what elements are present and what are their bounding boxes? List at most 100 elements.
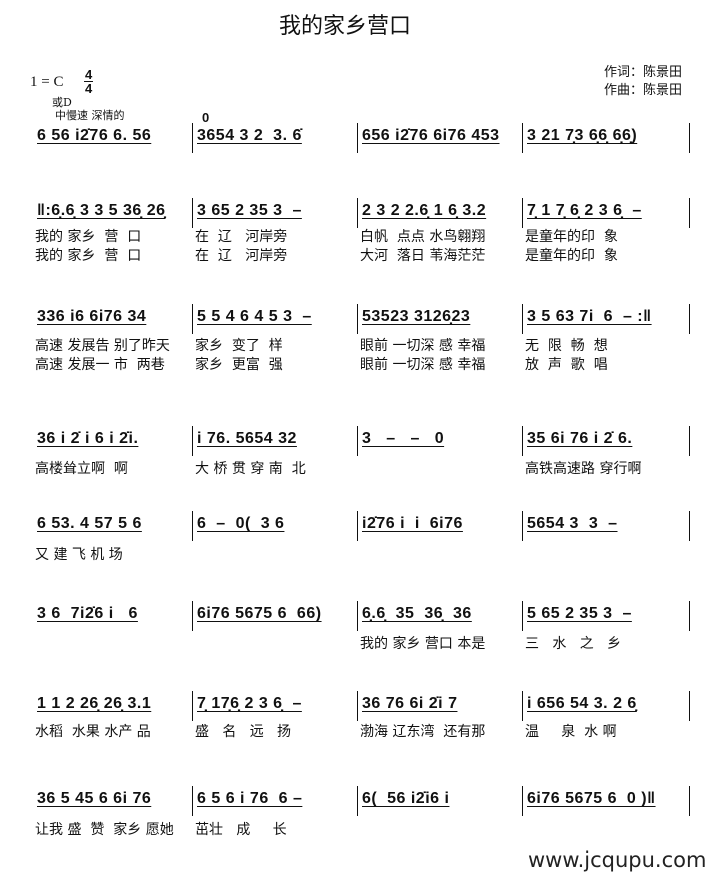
bar-line [689,691,690,721]
measure: ‖:6̣.6̣ 3 3 5 36̣ 26̣ 我的 家乡 营 口我的 家乡 营 口 [33,198,193,264]
lyricist: 作词：陈景田 [604,65,683,80]
bar-line [357,198,358,228]
measure-notes: 656 i2̇76 6i76 453 [362,127,500,144]
bar-line [522,426,523,456]
bar-line [522,691,523,721]
lyric-line: 在 辽 河岸旁 [195,229,288,245]
staff-system: 6 53. 4 57 5 6 又 建 飞 机 场 6 – 0( 3 6 i2̇76 i… [33,511,693,563]
credits: 作词：陈景田 作曲：陈景田 [604,64,682,100]
measure: 5 65 2 35 3 – 三 水 之 乡 [523,601,690,652]
lyric-line: 高速 发展告 别了昨天 [35,338,170,354]
lyric-line: 眼前 一切深 感 幸福 [360,338,486,354]
lyric-line: 让我 盛 赞 家乡 愿她 [35,822,174,838]
bar-line [192,786,193,816]
lyric-line: 眼前 一切深 感 幸福 [360,357,486,373]
measure-notes: 7̣ 1 7̣ 6̣ 2 3 6̣ – [527,202,642,219]
bar-line [689,426,690,456]
measure-notes: 7̣ 17̣6̣ 2 3 6̣ – [197,695,302,712]
time-signature: 4 4 [84,68,94,96]
measure-notes: 53523 3126̣23 [362,308,471,325]
measure: 6 56 i2̇76 6. 56 [33,123,193,153]
measure: i2̇76 i i 6i76 [358,511,523,541]
key-signature: 1 = C [30,74,64,90]
measure: 3 65 2 35 3 – 在 辽 河岸旁在 辽 河岸旁 [193,198,358,264]
lyric-line: 又 建 飞 机 场 [35,547,123,563]
bar-line [522,511,523,541]
bar-line [357,304,358,334]
bar-line [192,601,193,631]
measure: 7̣ 1 7̣ 6̣ 2 3 6̣ – 是童年的印 象是童年的印 象 [523,198,690,264]
measure: 36 5 45 6 6i 76 让我 盛 赞 家乡 愿她 [33,786,193,838]
staff-system: ‖:6̣.6̣ 3 3 5 36̣ 26̣ 我的 家乡 营 口我的 家乡 营 口 3… [33,198,693,264]
measure-notes: i 76. 5654 32 [197,430,297,447]
time-signature-bottom: 4 [85,81,93,96]
measure-notes: 6̣.6̣ 35 36̣ 36 [362,605,472,622]
measure: 1 1 2 26̣ 26̣ 3.1 水稻 水果 水产 品 [33,691,193,740]
lyric-line: 渤海 辽东湾 还有那 [360,724,486,740]
measure-notes: ‖:6̣.6̣ 3 3 5 36̣ 26̣ [37,202,166,219]
bar-line [192,511,193,541]
bar-line [357,511,358,541]
bar-line [522,786,523,816]
bar-line [192,426,193,456]
lyric-line: 茁壮 成 长 [195,822,287,838]
bar-line [522,601,523,631]
staff-system: 336 i6 6i76 34 高速 发展告 别了昨天 高速 发展一 市 两巷 5 5 … [33,304,693,373]
measure: i 656 54 3. 2 6̣ 温 泉 水 啊 [523,691,690,740]
measure-notes: 336 i6 6i76 34 [37,308,147,325]
measure-notes: 6i76 5675 6 0 )‖ [527,790,656,807]
bar-line [192,123,193,153]
measure-notes: 3 – – 0 [362,430,445,447]
lyric-line: 我的 家乡 营 口 [35,248,142,264]
measure-notes: 5654 3 3 – [527,515,618,532]
measure: 5 5 4 6 4 5 3 – 家乡 变了 样家乡 更富 强 [193,304,358,373]
bar-line [522,123,523,153]
bar-line [357,601,358,631]
bar-line [689,511,690,541]
bar-line [357,123,358,153]
measure-notes: 6 5 6 i 76 6 – [197,790,303,807]
measure: i 76. 5654 32 大 桥 贯 穿 南 北 [193,426,358,477]
watermark: www.jcqupu.com [528,848,707,872]
measure: 6( 56 i2̇i6 i [358,786,523,816]
staff-system: 36 5 45 6 6i 76 让我 盛 赞 家乡 愿她 6 5 6 i 76 6 … [33,786,693,838]
lyric-line: 是童年的印 象 [525,229,618,245]
composer: 作曲：陈景田 [604,83,683,98]
measure-notes: 6 56 i2̇76 6. 56 [37,127,152,144]
bar-line [689,304,690,334]
measure: 3 5 63 7i 6 – :‖ 无 限 畅 想放 声 歌 唱 [523,304,690,373]
tempo-marking: 中慢速 深情的 [55,109,125,122]
staff-system: 6 56 i2̇76 6. 56 3654 3 2 3. 6̇ 656 i2̇76 … [33,123,693,153]
lyric-line: 大河 落日 苇海茫茫 [360,248,486,264]
measure: 6 – 0( 3 6 [193,511,358,541]
bar-line [522,304,523,334]
bar-line [357,691,358,721]
measure: 35 6i 76 i 2̇ 6. 高铁高速路 穿行啊 [523,426,690,477]
measure: 36 76 6i 2̇i 7 渤海 辽东湾 还有那 [358,691,523,740]
measure: 36 i 2̇ i 6 i 2̇i. 高楼耸立啊 啊 [33,426,193,477]
measure-notes: 3654 3 2 3. 6̇ [197,127,302,144]
measure: 5654 3 3 – [523,511,690,541]
staff-system: 3 6 7i2̇6 i 6 6i76 5675 6 66) 6̣.6̣ 35 36̣… [33,601,693,652]
lyric-line: 高楼耸立啊 啊 [35,461,128,477]
measure: 656 i2̇76 6i76 453 [358,123,523,153]
bar-line [689,786,690,816]
alternate-key: 或D [52,96,72,109]
lyric-line: 我的 家乡 营口 本是 [360,636,486,652]
measure-notes: i 656 54 3. 2 6̣ [527,695,637,712]
lyric-line: 高铁高速路 穿行啊 [525,461,642,477]
staff-system: 36 i 2̇ i 6 i 2̇i. 高楼耸立啊 啊 i 76. 5654 32 大 … [33,426,693,477]
bar-line [689,123,690,153]
measure-notes: 6( 56 i2̇i6 i [362,790,450,807]
measure: 336 i6 6i76 34 高速 发展告 别了昨天 高速 发展一 市 两巷 [33,304,193,373]
measure-notes: 1 1 2 26̣ 26̣ 3.1 [37,695,152,712]
measure: 6i76 5675 6 0 )‖ [523,786,690,816]
measure: 3654 3 2 3. 6̇ [193,123,358,153]
lyric-line: 三 水 之 乡 [525,636,622,652]
staff-system: 1 1 2 26̣ 26̣ 3.1 水稻 水果 水产 品 7̣ 17̣6̣ 2 3 … [33,691,693,740]
lyric-line: 白帆 点点 水鸟翱翔 [360,229,486,245]
lyric-line: 家乡 更富 强 [195,357,283,373]
measure: 2 3 2 2.6̣ 1 6̣ 3.2 白帆 点点 水鸟翱翔 大河 落日 苇海茫茫 [358,198,523,264]
bar-line [192,304,193,334]
measure-notes: 2 3 2 2.6̣ 1 6̣ 3.2 [362,202,487,219]
